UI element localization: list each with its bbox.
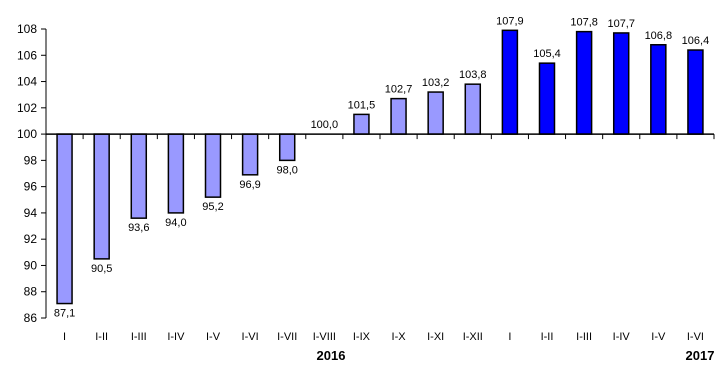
data-label: 105,4 bbox=[533, 48, 561, 60]
y-tick-label: 104 bbox=[17, 75, 37, 89]
x-category-label: I-V bbox=[651, 331, 666, 343]
data-label: 98,0 bbox=[277, 164, 298, 176]
y-tick-label: 90 bbox=[24, 258, 38, 272]
x-category-label: I-II bbox=[541, 331, 554, 343]
y-tick-label: 88 bbox=[24, 285, 38, 299]
y-tick-label: 102 bbox=[17, 101, 37, 115]
data-label: 100,0 bbox=[311, 119, 339, 131]
data-label: 103,2 bbox=[422, 77, 450, 89]
x-category-label: I-III bbox=[131, 331, 147, 343]
bar-2 bbox=[93, 133, 110, 260]
y-tick-label: 86 bbox=[24, 311, 38, 325]
bar-18 bbox=[687, 49, 704, 135]
data-labels: 87,1 90,5 93,6 94,0 95,2 96,9 98,0 100,0 101,5 10… bbox=[54, 15, 709, 319]
bars bbox=[56, 29, 704, 305]
x-category-label: I-VII bbox=[277, 331, 297, 343]
data-label: 107,8 bbox=[570, 17, 598, 29]
bar-4 bbox=[167, 133, 185, 214]
x-category-label: I-IV bbox=[167, 331, 185, 343]
bar-16 bbox=[612, 32, 630, 135]
y-tick-label: 94 bbox=[24, 206, 38, 220]
year-label-2016: 2016 bbox=[317, 348, 346, 363]
bar-6 bbox=[241, 133, 259, 176]
x-category-label: I-III bbox=[576, 331, 592, 343]
bar-1 bbox=[56, 133, 73, 305]
bar-13 bbox=[501, 29, 519, 135]
data-label: 102,7 bbox=[385, 84, 413, 96]
data-label: 90,5 bbox=[91, 263, 112, 275]
x-category-label: I-VI bbox=[242, 331, 259, 343]
x-axis-labels: I I-II I-III I-IV I-V I-VI I-VII I-VIII I-IX I-X I… bbox=[63, 331, 704, 343]
bar-3 bbox=[130, 133, 148, 219]
data-label: 106,4 bbox=[682, 35, 710, 47]
x-category-label: I-VI bbox=[687, 331, 704, 343]
bar-12 bbox=[464, 83, 482, 135]
data-label: 95,2 bbox=[202, 201, 223, 213]
x-category-label: I-II bbox=[95, 331, 108, 343]
data-label: 103,8 bbox=[459, 69, 487, 81]
baseline-axis bbox=[45, 133, 715, 140]
x-category-label: I-XI bbox=[427, 331, 444, 343]
bar-15 bbox=[575, 30, 593, 135]
x-category-label: I-VIII bbox=[313, 331, 336, 343]
data-label: 87,1 bbox=[54, 308, 75, 320]
data-label: 107,9 bbox=[496, 15, 524, 27]
x-category-label: I-XII bbox=[463, 331, 483, 343]
data-label: 107,7 bbox=[607, 18, 635, 30]
y-tick-label: 92 bbox=[24, 232, 38, 246]
y-tick-label: 106 bbox=[17, 48, 37, 62]
data-label: 101,5 bbox=[348, 99, 376, 111]
y-tick-label: 108 bbox=[17, 22, 37, 36]
x-category-label: I-X bbox=[392, 331, 407, 343]
data-label: 96,9 bbox=[239, 179, 260, 191]
bar-7 bbox=[278, 133, 296, 162]
data-label: 94,0 bbox=[165, 217, 186, 229]
bar-10 bbox=[390, 97, 407, 135]
x-category-label: I-IX bbox=[353, 331, 371, 343]
x-category-label: I-V bbox=[206, 331, 221, 343]
bar-5 bbox=[204, 133, 222, 198]
x-category-label: I-IV bbox=[613, 331, 631, 343]
y-tick-label: 100 bbox=[17, 127, 37, 141]
bar-14 bbox=[538, 62, 556, 135]
y-tick-label: 98 bbox=[24, 153, 38, 167]
year-label-2017: 2017 bbox=[686, 348, 715, 363]
bar-17 bbox=[650, 44, 667, 135]
x-category-label: I bbox=[63, 331, 66, 343]
bar-9 bbox=[353, 113, 370, 135]
bar-11 bbox=[427, 91, 444, 135]
data-label: 106,8 bbox=[645, 30, 673, 42]
data-label: 93,6 bbox=[128, 222, 149, 234]
y-axis: 86 88 90 92 94 96 98 100 102 104 106 108 bbox=[17, 22, 47, 325]
x-category-label: I bbox=[508, 331, 511, 343]
y-tick-label: 96 bbox=[24, 180, 38, 194]
